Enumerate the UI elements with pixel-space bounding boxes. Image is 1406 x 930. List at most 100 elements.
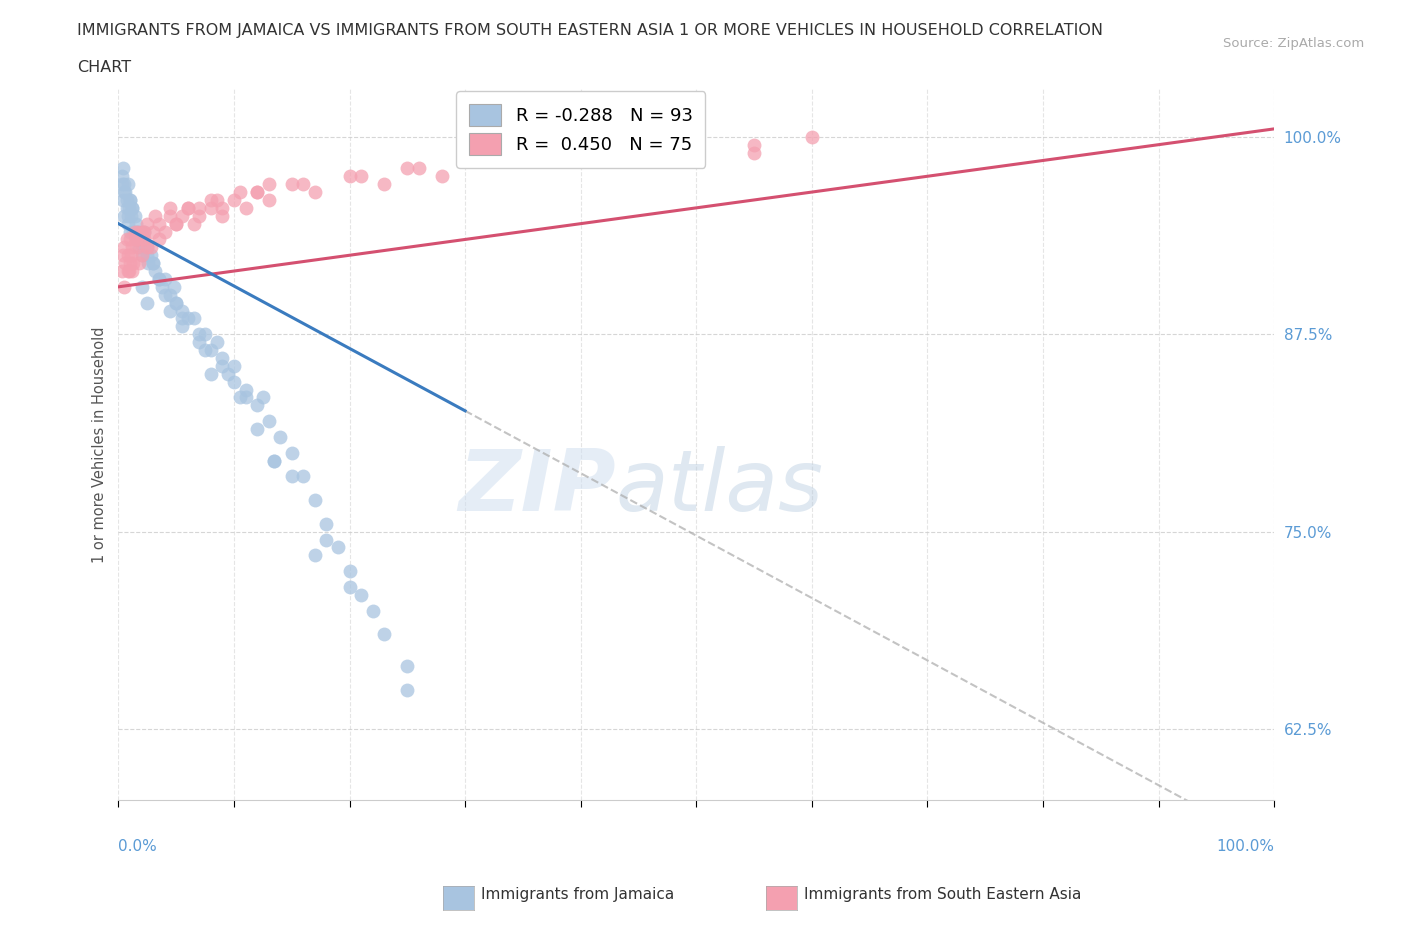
Text: Immigrants from South Eastern Asia: Immigrants from South Eastern Asia [804,887,1081,902]
Point [132,240,155,255]
Point [263,453,285,468]
Point [125,240,148,255]
Text: 0.0%: 0.0% [118,839,157,855]
Point [257,414,280,429]
Point [125,216,148,231]
Point [194,326,217,341]
Point [512,153,534,168]
Point [205,193,228,207]
Point [128,232,150,246]
Point [188,201,211,216]
Point [396,683,419,698]
Point [136,240,159,255]
Point [235,390,257,405]
Point [373,627,395,642]
Point [128,256,150,271]
Point [339,169,361,184]
Point [211,201,233,216]
Point [165,216,187,231]
Point [281,177,304,192]
Point [118,224,141,239]
Point [339,579,361,594]
Point [118,193,141,207]
Point [118,263,141,278]
Legend: R = -0.288   N = 93, R =  0.450   N = 75: R = -0.288 N = 93, R = 0.450 N = 75 [456,91,706,168]
Point [120,208,142,223]
Point [128,240,150,255]
Point [183,216,205,231]
Point [205,335,228,350]
Point [165,295,187,310]
Point [194,342,217,357]
Point [122,256,145,271]
Point [142,256,165,271]
Point [211,351,233,365]
Point [120,247,142,262]
Point [246,185,269,200]
Point [211,358,233,373]
Point [153,287,176,302]
Point [117,208,139,223]
Point [211,208,233,223]
Point [115,232,138,246]
Point [800,129,823,144]
Point [373,177,395,192]
Point [145,208,167,223]
Point [281,445,304,460]
Text: CHART: CHART [77,60,131,75]
Point [148,272,170,286]
Point [315,532,337,547]
Point [112,161,135,176]
Point [112,185,135,200]
Point [114,185,136,200]
Point [281,469,304,484]
Point [114,256,136,271]
Point [112,208,135,223]
Point [150,279,173,294]
Point [361,604,384,618]
Point [165,216,187,231]
Point [188,208,211,223]
Point [183,311,205,325]
Point [136,216,159,231]
Point [121,201,143,216]
Point [326,540,349,555]
Point [118,193,141,207]
Point [177,201,200,216]
Point [121,240,143,255]
Point [139,247,162,262]
Point [200,201,222,216]
Text: Source: ZipAtlas.com: Source: ZipAtlas.com [1223,37,1364,50]
Point [454,153,477,168]
Point [112,177,135,192]
Point [122,224,145,239]
Point [125,232,148,246]
Point [148,272,170,286]
Text: 100.0%: 100.0% [1216,839,1274,855]
Point [139,240,162,255]
Point [131,247,153,262]
Point [350,169,373,184]
Point [111,169,134,184]
Point [229,185,252,200]
Point [257,177,280,192]
Point [118,232,141,246]
Point [131,247,153,262]
Point [159,287,181,302]
Point [159,208,181,223]
Point [742,138,765,153]
Point [229,390,252,405]
Point [124,208,146,223]
Point [222,374,245,389]
Point [304,493,326,508]
Point [131,232,153,246]
Y-axis label: 1 or more Vehicles in Household: 1 or more Vehicles in Household [93,326,107,563]
Point [124,224,146,239]
Point [136,247,159,262]
Point [430,169,453,184]
Point [170,319,193,334]
Point [269,430,291,445]
Point [117,216,139,231]
Point [148,232,170,246]
Point [131,232,153,246]
